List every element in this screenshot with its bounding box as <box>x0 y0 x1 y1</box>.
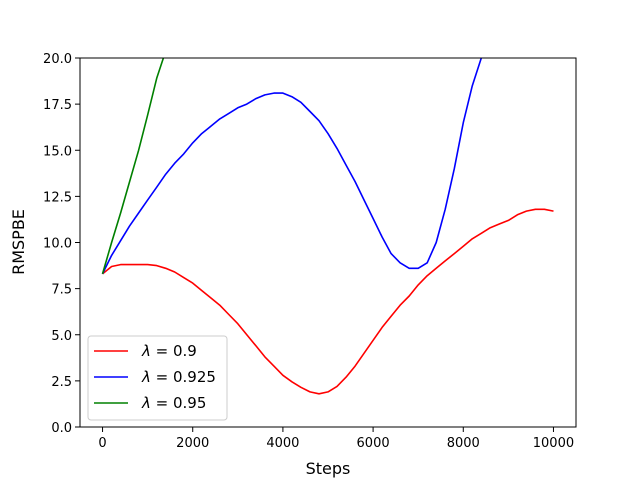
x-axis-ticks: 0 2000 4000 6000 8000 10000 <box>98 427 574 451</box>
x-axis-label: Steps <box>306 459 351 478</box>
series-line-2 <box>101 58 165 275</box>
y-tick-label: 2.5 <box>51 375 72 390</box>
series-line-0 <box>101 208 554 395</box>
y-tick-label: 15.0 <box>43 144 72 159</box>
legend-label: λ = 0.9 <box>141 342 197 360</box>
y-axis-ticks: 0.0 2.5 5.0 7.5 10.0 12.5 15.0 17.5 20.0 <box>43 52 80 436</box>
y-axis-label: RMSPBE <box>9 209 28 275</box>
series-line-1 <box>101 58 483 275</box>
x-tick-label: 8000 <box>447 436 480 451</box>
y-tick-label: 10.0 <box>43 237 72 252</box>
y-tick-label: 7.5 <box>51 283 72 298</box>
x-tick-label: 0 <box>98 436 106 451</box>
y-tick-label: 5.0 <box>51 329 72 344</box>
legend: λ = 0.9 λ = 0.925 λ = 0.95 <box>87 335 228 421</box>
legend-label: λ = 0.925 <box>141 368 216 386</box>
x-tick-label: 2000 <box>176 436 209 451</box>
y-tick-label: 17.5 <box>43 98 72 113</box>
series-layer <box>101 58 554 395</box>
legend-box <box>87 335 228 421</box>
y-tick-label: 0.0 <box>51 421 72 436</box>
legend-label: λ = 0.95 <box>141 394 206 412</box>
x-tick-label: 10000 <box>533 436 574 451</box>
y-tick-label: 12.5 <box>43 190 72 205</box>
x-tick-label: 4000 <box>266 436 299 451</box>
x-tick-label: 6000 <box>357 436 390 451</box>
y-tick-label: 20.0 <box>43 52 72 67</box>
